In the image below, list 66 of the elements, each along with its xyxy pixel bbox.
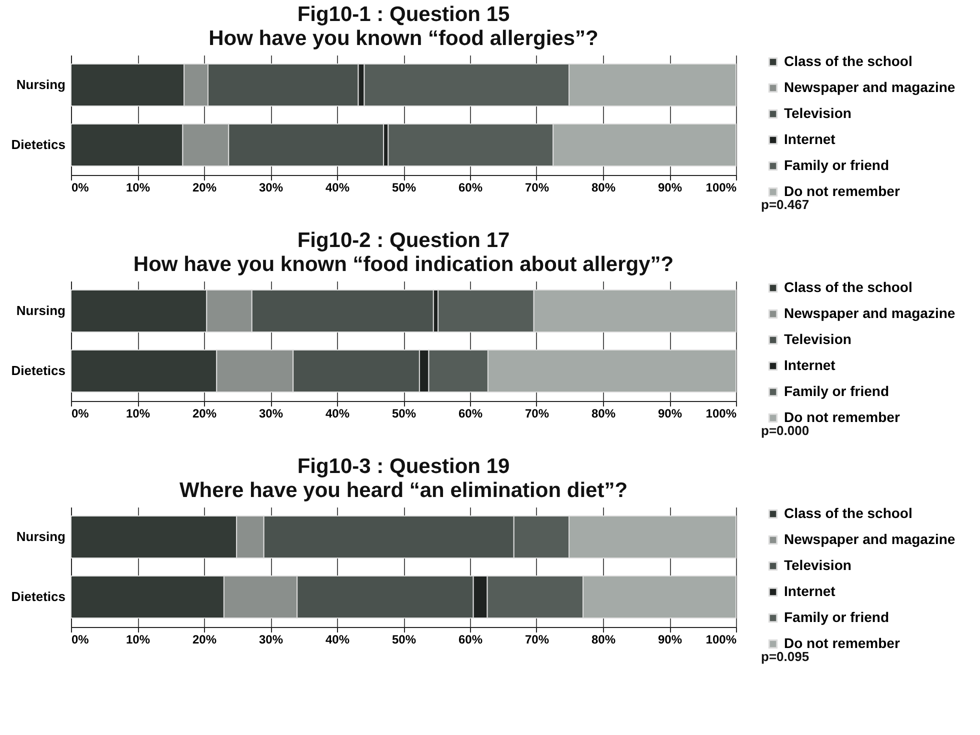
x-tick-label: 50% (392, 632, 416, 646)
legend-label: Family or friend (784, 383, 890, 399)
text: p=0.095 (761, 649, 810, 664)
legend-label: Television (784, 105, 852, 121)
x-tick-label: 50% (392, 406, 416, 420)
x-tick-label: 90% (658, 632, 682, 646)
legend-label: Class of the school (784, 53, 912, 69)
x-tick-label: 70% (524, 632, 550, 646)
legend-label: Newspaper and magazine (784, 531, 956, 547)
text: p=0.000 (761, 423, 810, 438)
y-tick-label: Nursing (16, 529, 66, 544)
x-tick-label: 40% (325, 180, 350, 194)
x-tick-label: 10% (126, 180, 150, 194)
legend-label: Do not remember (784, 183, 900, 199)
y-tick-label: Nursing (16, 303, 66, 318)
legend-label: Television (784, 331, 852, 347)
x-tick-label: 0% (72, 632, 90, 646)
text: p=0.467 (761, 197, 810, 212)
x-tick-label: 40% (325, 632, 350, 646)
x-tick-label: 10% (126, 632, 150, 646)
legend-label: Internet (784, 131, 836, 147)
x-tick-label: 30% (258, 632, 284, 646)
legend-label: Do not remember (784, 635, 900, 651)
chart-title: Fig10-3 : Question 19 (297, 455, 510, 478)
x-tick-label: 0% (72, 180, 90, 194)
y-tick-label: Nursing (16, 77, 66, 92)
legend-label: Newspaper and magazine (784, 79, 956, 95)
x-tick-label: 80% (591, 632, 616, 646)
x-tick-label: 80% (591, 406, 616, 420)
text: Class of the school (784, 505, 912, 521)
x-tick-label: 80% (591, 180, 616, 194)
x-tick-label: 20% (192, 180, 217, 194)
x-tick-label: 0% (72, 406, 90, 420)
x-tick-label: 70% (524, 180, 550, 194)
x-tick-label: 60% (458, 180, 483, 194)
x-tick-label: 60% (458, 632, 483, 646)
legend-label: Internet (784, 583, 836, 599)
legend-label: Family or friend (784, 157, 890, 173)
legend-label: Television (784, 557, 852, 573)
legend-label: Family or friend (784, 609, 890, 625)
chart-subtitle: Where have you heard “an elimination diet”? (179, 479, 628, 502)
x-tick-label: 20% (192, 406, 217, 420)
x-tick-label: 60% (458, 406, 483, 420)
legend-label: Newspaper and magazine (784, 305, 956, 321)
chart-title: Fig10-1 : Question 15 (297, 3, 510, 26)
text: Class of the school (784, 279, 912, 295)
chart-subtitle: How have you known “food indication about allergy”? (133, 253, 674, 276)
x-tick-label: 100% (706, 180, 737, 194)
x-tick-label: 30% (258, 406, 284, 420)
y-tick-label: Dietetics (11, 589, 66, 604)
x-tick-label: 90% (658, 180, 682, 194)
legend-label: Do not remember (784, 409, 900, 425)
x-tick-label: 10% (126, 406, 150, 420)
x-tick-label: 100% (706, 406, 737, 420)
x-tick-label: 100% (706, 632, 737, 646)
y-tick-label: Dietetics (11, 137, 66, 152)
legend-label: Internet (784, 357, 836, 373)
x-tick-label: 90% (658, 406, 682, 420)
y-tick-label: Dietetics (11, 363, 66, 378)
x-tick-label: 20% (192, 632, 217, 646)
x-tick-label: 50% (392, 180, 416, 194)
chart-subtitle: How have you known “food allergies”? (208, 27, 598, 50)
x-tick-label: 30% (258, 180, 284, 194)
chart-title: Fig10-2 : Question 17 (297, 229, 510, 252)
x-tick-label: 70% (524, 406, 550, 420)
x-tick-label: 40% (325, 406, 350, 420)
